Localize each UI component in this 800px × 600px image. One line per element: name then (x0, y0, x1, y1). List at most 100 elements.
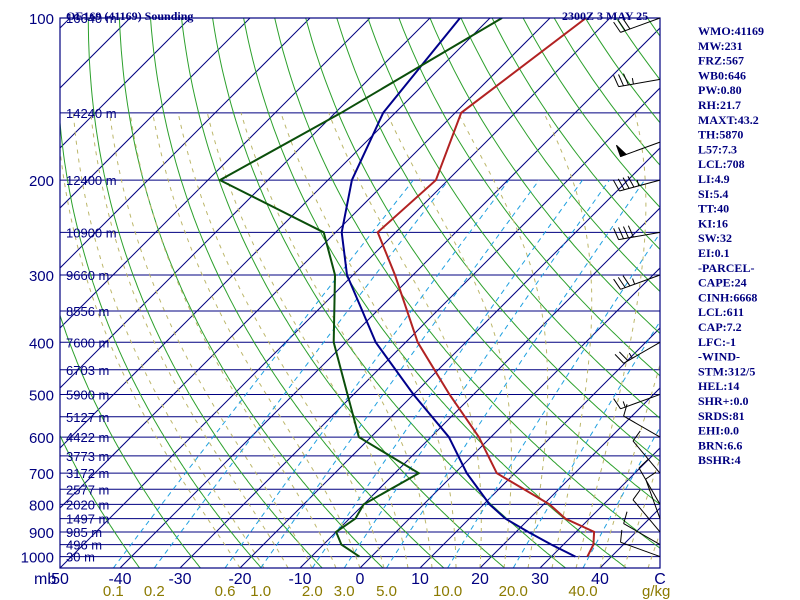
moist-adiabat (109, 112, 313, 568)
moist-adiabat (206, 112, 409, 568)
moist-adiabat (152, 112, 361, 568)
mixing-ratio-label: 2.0 (302, 583, 323, 600)
height-label: 14240 m (66, 106, 117, 121)
height-label: 2020 m (66, 497, 109, 512)
mixing-ratio-label: 1.0 (250, 583, 271, 600)
temperature-tick-label: -30 (168, 571, 191, 588)
dry-adiabat (772, 18, 800, 568)
moist-adiabat (575, 112, 647, 568)
temperature-tick-label: 40 (591, 571, 609, 588)
index-line: WB0:646 (698, 68, 746, 82)
moist-adiabat (72, 112, 265, 568)
wind-barb (613, 73, 661, 88)
wind-barb (632, 489, 661, 533)
mixing-ratio-label: 0.2 (144, 583, 165, 600)
pressure-tick-label: 100 (29, 11, 54, 28)
height-label: 5127 m (66, 410, 109, 425)
pressure-tick-label: 1000 (21, 550, 54, 567)
temperature-tick-label: 30 (531, 571, 549, 588)
height-label: 985 m (66, 525, 102, 540)
isotherm (60, 18, 191, 149)
index-line: L57:7.3 (698, 142, 737, 156)
height-label: 1497 m (66, 512, 109, 527)
temperature-axis: 50 -40 -30 -20 -10 0 10 20 30 40 C (51, 571, 666, 588)
temperature-tick-label: 10 (411, 571, 429, 588)
dry-adiabat (60, 117, 262, 568)
height-label: 30 m (66, 550, 95, 565)
dewpoint-profile (217, 18, 503, 558)
dry-adiabat (274, 18, 660, 549)
index-line: -PARCEL- (698, 261, 754, 275)
wind-barb (615, 141, 661, 158)
mixing-ratio-axis: 0.1 0.2 0.6 1.0 2.0 3.0 5.0 10.0 20.0 40.0 (103, 583, 598, 600)
wind-barb (613, 274, 661, 290)
dry-adiabat (336, 18, 660, 462)
height-label: 7600 m (66, 335, 109, 350)
moist-adiabat (457, 112, 549, 568)
wind-barb (613, 225, 661, 241)
height-label: 496 m (66, 538, 102, 553)
mixing-ratio-label: 5.0 (376, 583, 397, 600)
mixing-ratio-label: 0.1 (103, 583, 124, 600)
dry-adiabat (60, 434, 141, 568)
isotherm (539, 447, 660, 568)
temperature-tick-label: -10 (288, 571, 311, 588)
index-line: EI:0.1 (698, 246, 730, 260)
isotherm (60, 18, 131, 89)
pressure-tick-label: 200 (29, 173, 54, 190)
height-labels: 16640 m 14240 m 12400 m 10900 m 9660 m 8556 m… (66, 11, 117, 565)
moist-adiabat (60, 144, 241, 568)
index-line: HEL:14 (698, 379, 739, 393)
index-line: PW:0.80 (698, 83, 742, 97)
pressure-tick-label: 300 (29, 268, 54, 285)
moist-adiabat (599, 362, 660, 568)
mixing-ratio-label: 0.6 (215, 583, 236, 600)
valid-time: 2300Z 3 MAY 25 (562, 9, 648, 23)
wind-barb (632, 430, 661, 474)
profiles-layer (217, 18, 596, 558)
height-label: 6703 m (66, 363, 109, 378)
wind-barb (623, 404, 661, 438)
mixing-ratio-line (582, 426, 660, 568)
dry-adiabat (212, 18, 566, 568)
index-line: MAXT:43.2 (698, 113, 759, 127)
isotherm (179, 87, 660, 568)
index-line: SHR+:0.0 (698, 394, 749, 408)
temperature-tick-label: 20 (471, 571, 489, 588)
wind-barb (614, 341, 661, 364)
height-label: 12400 m (66, 173, 117, 188)
mixing-ratio-line (153, 179, 449, 568)
wind-barb (645, 471, 661, 519)
index-line: BSHR:4 (698, 453, 741, 467)
dry-adiabat (522, 18, 660, 209)
height-label: 2577 m (66, 482, 109, 497)
index-line: -WIND- (698, 350, 740, 364)
height-label: 4422 m (66, 430, 109, 445)
index-line: LCL:708 (698, 157, 745, 171)
wind-barb (613, 393, 661, 410)
parcel-trace (340, 18, 576, 558)
mixing-ratio-line (112, 179, 414, 568)
stability-indices: WMO:41169MW:231FRZ:567WB0:646PW:0.80RH:2… (698, 24, 764, 467)
height-label: 10900 m (66, 225, 117, 240)
index-line: CAPE:24 (698, 276, 747, 290)
index-line: LCL:611 (698, 305, 744, 319)
moist-adiabat (280, 112, 457, 568)
temperature-tick-label: -20 (228, 571, 251, 588)
wind-barb (613, 17, 661, 33)
wind-barb (638, 459, 661, 505)
temperature-tick-label: -40 (108, 571, 131, 588)
height-label: 16640 m (66, 11, 117, 26)
dry-adiabat (181, 18, 506, 568)
moist-adiabat (90, 112, 289, 568)
index-line: TT:40 (698, 202, 729, 216)
index-line: WMO:41169 (698, 24, 764, 38)
station-title: OE169 (41169) Sounding (66, 9, 193, 23)
moist-adiabat (129, 112, 337, 568)
isotherm (0, 18, 10, 568)
mixing-ratio-line (224, 179, 510, 568)
isotherm (60, 18, 551, 509)
moist-adiabat (386, 112, 512, 568)
isotherm (60, 18, 491, 449)
dry-adiabat (491, 18, 660, 251)
